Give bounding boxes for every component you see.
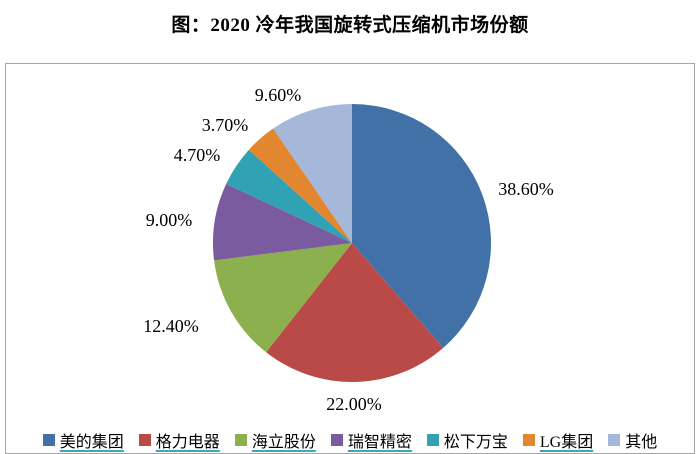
legend-item-松下万宝: 松下万宝: [426, 428, 508, 452]
pie-slice-美的集团: [352, 104, 492, 348]
legend-label: 海立股份: [251, 434, 316, 451]
legend-swatch-icon: [330, 434, 343, 446]
chart-plot-area: 38.60% 22.00% 12.40% 9.00% 4.70% 3.70% 9.60% 美…: [5, 63, 695, 454]
legend-label: 其他: [625, 434, 658, 451]
pie-slice-LG集团: [248, 128, 352, 243]
legend-label: 美的集团: [59, 434, 124, 451]
legend-label: 格力电器: [155, 434, 220, 451]
chart-title: 图：2020 冷年我国旋转式压缩机市场份额: [171, 15, 529, 36]
legend-swatch-icon: [42, 434, 55, 446]
legend-item-格力电器: 格力电器: [138, 428, 220, 452]
legend-swatch-icon: [138, 434, 151, 446]
legend-item-LG集团: LG集团: [522, 428, 594, 452]
pie-slice-其他: [273, 104, 352, 243]
pie-slice-瑞智精密: [213, 183, 352, 261]
legend-label: LG集团: [539, 434, 594, 451]
slice-label-美的集团: 38.60%: [498, 179, 554, 199]
legend-item-其他: 其他: [608, 428, 657, 452]
legend-item-美的集团: 美的集团: [42, 428, 124, 452]
legend-swatch-icon: [522, 434, 535, 446]
legend-item-瑞智精密: 瑞智精密: [330, 428, 412, 452]
legend-swatch-icon: [234, 434, 247, 446]
pie-chart: 38.60% 22.00% 12.40% 9.00% 4.70% 3.70% 9.60%: [143, 85, 554, 414]
slice-label-海立股份: 12.40%: [143, 316, 199, 336]
slice-label-LG集团: 3.70%: [202, 115, 249, 135]
slice-label-瑞智精密: 9.00%: [146, 210, 193, 230]
pie-slice-格力电器: [266, 243, 444, 382]
legend-swatch-icon: [426, 434, 439, 446]
legend-label: 瑞智精密: [347, 434, 412, 451]
legend: 美的集团 格力电器 海立股份 瑞智精密 松下万宝 LG集团 其他: [6, 428, 694, 452]
pie-slice-海立股份: [214, 243, 352, 353]
slice-label-格力电器: 22.00%: [326, 394, 382, 414]
pie-slice-松下万宝: [226, 149, 352, 243]
slice-label-松下万宝: 4.70%: [174, 145, 221, 165]
legend-swatch-icon: [608, 434, 621, 446]
legend-label: 松下万宝: [443, 434, 508, 451]
legend-item-海立股份: 海立股份: [234, 428, 316, 452]
slice-label-其他: 9.60%: [255, 85, 302, 105]
